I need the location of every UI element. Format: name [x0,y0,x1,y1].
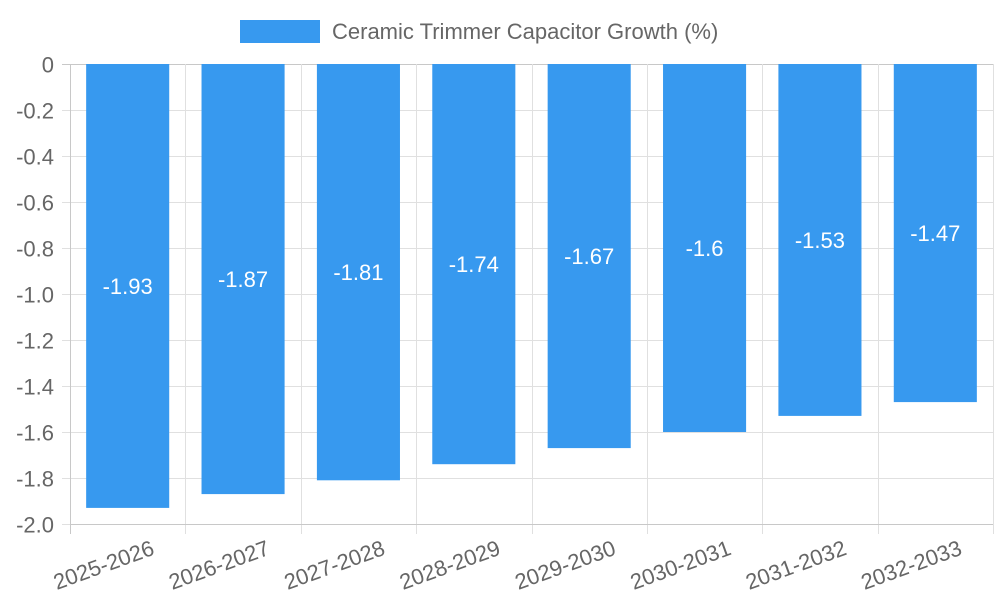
bar[interactable] [86,64,170,508]
y-tick-label: -0.6 [16,191,54,216]
bar-value-label: -1.53 [795,228,845,253]
y-tick-label: -0.4 [16,145,54,170]
legend-label[interactable]: Ceramic Trimmer Capacitor Growth (%) [332,19,718,44]
bar[interactable] [893,64,977,403]
y-tick-label: -2.0 [16,513,54,538]
x-tick-label: 2027-2028 [281,535,388,594]
y-tick-label: 0 [42,53,54,78]
y-tick-label: -0.2 [16,99,54,124]
bar[interactable] [778,64,862,416]
x-tick-label: 2028-2029 [396,535,503,594]
bar[interactable] [547,64,631,449]
x-tick-label: 2025-2026 [50,535,157,594]
y-tick-label: -1.6 [16,421,54,446]
x-tick-label: 2031-2032 [742,535,849,594]
bar[interactable] [663,64,747,432]
bar-value-label: -1.93 [103,274,153,299]
legend-swatch[interactable] [240,20,320,43]
legend[interactable]: Ceramic Trimmer Capacitor Growth (%) [240,19,718,44]
bar-value-label: -1.74 [449,252,499,277]
bar-value-label: -1.47 [910,221,960,246]
bar-value-label: -1.67 [564,244,614,269]
y-tick-label: -1.4 [16,375,54,400]
y-tick-label: -1.2 [16,329,54,354]
x-tick-label: 2030-2031 [627,535,734,594]
bar[interactable] [201,64,285,495]
x-tick-label: 2032-2033 [858,535,965,594]
bar-value-label: -1.6 [686,236,724,261]
y-tick-label: -1.0 [16,283,54,308]
y-tick-label: -1.8 [16,467,54,492]
bar-value-label: -1.81 [333,260,383,285]
bar[interactable] [316,64,400,481]
x-tick-label: 2029-2030 [511,535,618,594]
y-tick-label: -0.8 [16,237,54,262]
bar[interactable] [432,64,516,465]
bars [86,64,977,508]
data-labels: -1.93 -1.87 -1.81 -1.74 -1.67 -1.6 -1.53 -1.47 [103,221,961,299]
x-tick-label: 2026-2027 [165,535,272,594]
bar-value-label: -1.87 [218,267,268,292]
